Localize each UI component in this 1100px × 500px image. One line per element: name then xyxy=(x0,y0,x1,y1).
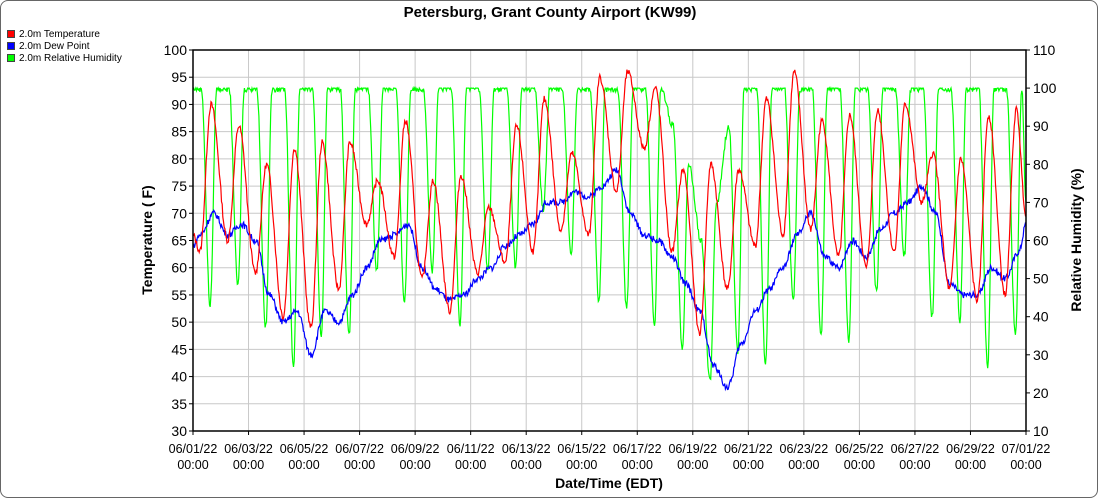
legend-label: 2.0m Relative Humidity xyxy=(19,52,122,64)
y2-axis-title: Relative Humidity (%) xyxy=(1068,168,1084,311)
x-tick-date: 06/05/22 xyxy=(280,442,329,456)
x-tick-date: 06/17/22 xyxy=(613,442,662,456)
y-tick-label: 45 xyxy=(171,341,187,357)
series-line-2-0m-temperature xyxy=(192,69,1027,337)
y-tick-label: 70 xyxy=(171,205,187,221)
x-tick-date: 06/01/22 xyxy=(169,442,218,456)
y-tick-label: 95 xyxy=(171,69,187,85)
y-tick-label: 50 xyxy=(171,314,187,330)
x-tick-time: 00:00 xyxy=(899,458,930,472)
x-tick-date: 06/19/22 xyxy=(668,442,717,456)
x-tick-time: 00:00 xyxy=(1010,458,1041,472)
y2-tick-label: 100 xyxy=(1033,80,1057,96)
y-tick-label: 100 xyxy=(164,42,188,58)
x-tick-date: 06/21/22 xyxy=(724,442,773,456)
x-tick-time: 00:00 xyxy=(233,458,264,472)
x-tick-time: 00:00 xyxy=(511,458,542,472)
y2-tick-label: 40 xyxy=(1033,309,1049,325)
x-tick-date: 07/01/22 xyxy=(1002,442,1051,456)
x-tick-time: 00:00 xyxy=(177,458,208,472)
x-tick-time: 00:00 xyxy=(566,458,597,472)
y2-tick-label: 90 xyxy=(1033,118,1049,134)
x-tick-date: 06/03/22 xyxy=(224,442,273,456)
legend-item-temperature: 2.0m Temperature xyxy=(7,28,122,40)
x-tick-date: 06/23/22 xyxy=(780,442,829,456)
legend: 2.0m Temperature 2.0m Dew Point 2.0m Rel… xyxy=(7,28,122,64)
y2-tick-label: 110 xyxy=(1033,42,1056,58)
legend-swatch-relative-humidity xyxy=(7,54,15,62)
x-tick-date: 06/25/22 xyxy=(835,442,884,456)
y2-tick-label: 60 xyxy=(1033,233,1049,249)
legend-swatch-dew-point xyxy=(7,42,15,50)
y2-tick-label: 20 xyxy=(1033,385,1049,401)
y-tick-label: 85 xyxy=(171,124,187,140)
legend-swatch-temperature xyxy=(7,30,15,38)
y-tick-label: 40 xyxy=(171,369,187,385)
x-tick-time: 00:00 xyxy=(677,458,708,472)
chart-title: Petersburg, Grant County Airport (KW99) xyxy=(403,4,697,21)
x-tick-time: 00:00 xyxy=(344,458,375,472)
x-tick-date: 06/27/22 xyxy=(891,442,940,456)
x-tick-date: 06/11/22 xyxy=(447,442,495,456)
legend-label: 2.0m Temperature xyxy=(19,28,100,40)
x-tick-time: 00:00 xyxy=(788,458,819,472)
legend-item-relative-humidity: 2.0m Relative Humidity xyxy=(7,52,122,64)
x-tick-date: 06/13/22 xyxy=(502,442,551,456)
y-tick-label: 65 xyxy=(171,233,187,249)
y-tick-label: 35 xyxy=(171,396,187,412)
x-tick-date: 06/09/22 xyxy=(391,442,440,456)
y-tick-label: 80 xyxy=(171,151,187,167)
y-axis-title: Temperature ( F) xyxy=(139,185,155,294)
x-tick-date: 06/07/22 xyxy=(335,442,384,456)
x-tick-date: 06/29/22 xyxy=(946,442,995,456)
x-tick-time: 00:00 xyxy=(733,458,764,472)
x-tick-time: 00:00 xyxy=(844,458,875,472)
x-tick-time: 00:00 xyxy=(288,458,319,472)
y-tick-label: 55 xyxy=(171,287,187,303)
y-tick-label: 90 xyxy=(171,96,187,112)
x-axis-title: Date/Time (EDT) xyxy=(555,475,663,491)
series-line-2-0m-dew-point xyxy=(192,167,1027,392)
y-tick-label: 75 xyxy=(171,178,187,194)
y-tick-label: 30 xyxy=(171,423,187,439)
y2-tick-label: 80 xyxy=(1033,156,1049,172)
x-tick-time: 00:00 xyxy=(622,458,653,472)
y2-tick-label: 30 xyxy=(1033,347,1049,363)
y-tick-label: 60 xyxy=(171,260,187,276)
x-tick-time: 00:00 xyxy=(955,458,986,472)
x-tick-time: 00:00 xyxy=(455,458,486,472)
y2-tick-label: 50 xyxy=(1033,271,1049,287)
plot-area-border xyxy=(192,49,1027,432)
x-tick-date: 06/15/22 xyxy=(557,442,606,456)
legend-item-dew-point: 2.0m Dew Point xyxy=(7,40,122,52)
y2-tick-label: 10 xyxy=(1033,423,1049,439)
x-tick-time: 00:00 xyxy=(399,458,430,472)
series-line-2-0m-relative-humidity xyxy=(192,85,1027,381)
y2-tick-label: 70 xyxy=(1033,194,1049,210)
legend-label: 2.0m Dew Point xyxy=(19,40,90,52)
